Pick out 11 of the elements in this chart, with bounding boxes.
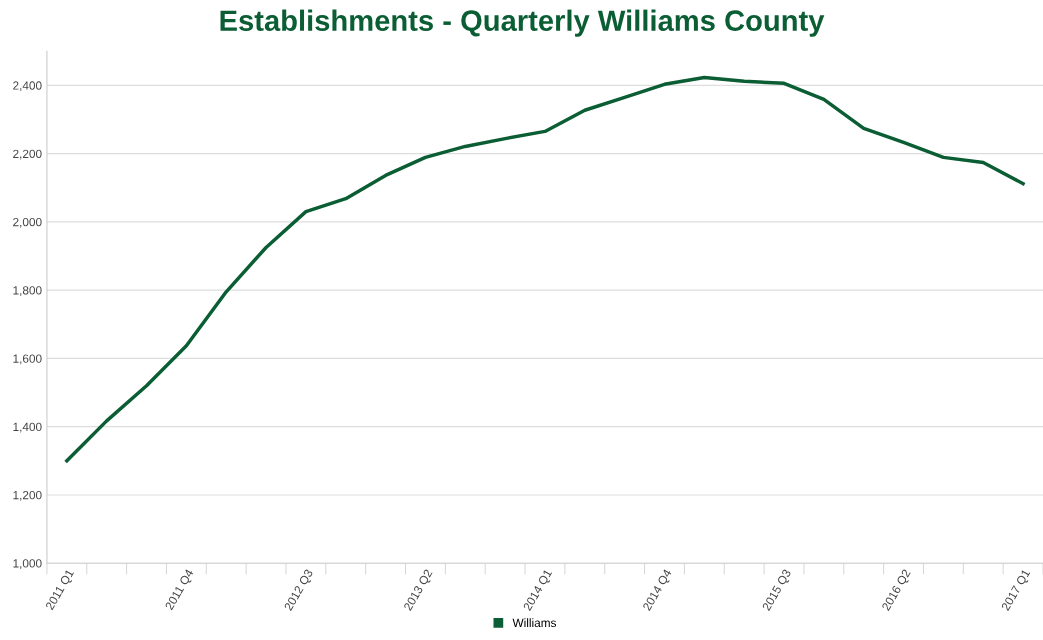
chart-title: Establishments - Quarterly Williams County: [220, 9, 825, 37]
y-tick-label: 1,600: [13, 354, 42, 365]
y-tick-label: 2,400: [13, 81, 42, 92]
y-tick-label: 1,400: [13, 422, 42, 433]
y-tick-label: 1,800: [13, 286, 42, 296]
y-tick-label: 2,200: [13, 149, 42, 160]
line-series: [65, 75, 1025, 463]
y-tick-label: 2,000: [13, 217, 42, 228]
legend-label: Williams: [512, 618, 557, 628]
y-tick-label: 1,200: [13, 490, 42, 501]
y-tick-label: 1,000: [13, 559, 42, 569]
